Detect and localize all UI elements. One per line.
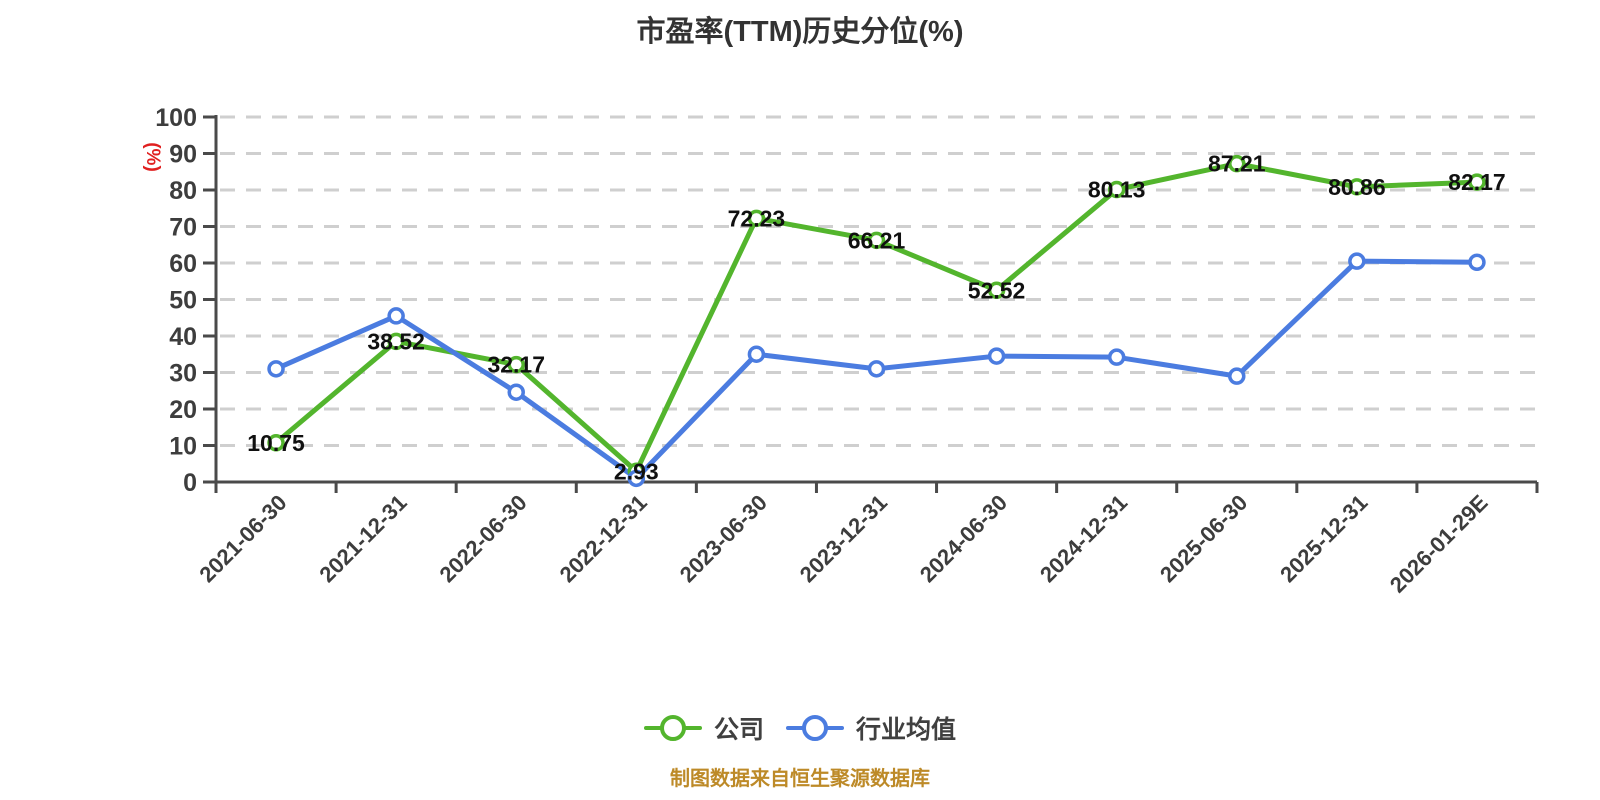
data-point-label: 80.13 xyxy=(1088,177,1146,203)
industry-data-point xyxy=(507,383,525,401)
legend-item-company[interactable]: 公司 xyxy=(643,710,764,746)
x-tick-label: 2026-01-29E xyxy=(1385,490,1493,598)
data-source-note: 制图数据来自恒生聚源数据库 xyxy=(670,768,930,790)
company-series-marker-icon xyxy=(643,714,702,742)
industry-data-point xyxy=(1348,252,1366,270)
data-point-label: 2.93 xyxy=(614,458,659,484)
x-tick-label: 2024-12-31 xyxy=(1035,490,1132,587)
data-point-label: 80.86 xyxy=(1328,174,1386,200)
y-tick-label: 20 xyxy=(169,396,197,424)
industry-data-point xyxy=(987,347,1006,365)
company-data-point xyxy=(267,434,285,452)
industry-data-point xyxy=(267,360,285,378)
y-tick-label: 10 xyxy=(169,433,197,461)
data-point-label: 38.52 xyxy=(367,328,425,354)
y-tick-label: 30 xyxy=(169,360,197,388)
industry-data-point xyxy=(1107,348,1126,366)
data-point-label: 87.21 xyxy=(1208,151,1266,177)
company-data-point xyxy=(867,231,886,250)
y-tick-label: 0 xyxy=(183,469,197,497)
company-data-point xyxy=(1348,178,1366,196)
industry-data-point xyxy=(387,307,405,325)
industry-data-point xyxy=(1228,367,1246,385)
industry-data-point xyxy=(1468,253,1486,272)
legend: 公司 行业均值 xyxy=(0,710,1600,746)
y-axis-unit-label: (%) xyxy=(142,142,163,172)
x-tick-label: 2024-06-30 xyxy=(915,490,1012,587)
data-point-label: 10.75 xyxy=(247,430,305,456)
legend-label-company: 公司 xyxy=(713,716,764,744)
y-tick-label: 60 xyxy=(169,250,197,278)
data-point-label: 72.23 xyxy=(728,205,786,231)
data-point-label: 66.21 xyxy=(848,227,906,253)
legend-item-industry-average[interactable]: 行业均值 xyxy=(786,710,956,746)
company-data-point xyxy=(1468,173,1486,191)
x-tick-label: 2022-06-30 xyxy=(435,490,532,587)
company-data-point xyxy=(507,355,525,374)
company-data-point xyxy=(987,281,1006,300)
x-tick-label: 2022-12-31 xyxy=(555,490,652,587)
legend-label-industry-average: 行业均值 xyxy=(856,716,957,744)
data-point-label: 82.17 xyxy=(1448,169,1506,195)
company-data-point xyxy=(1107,180,1126,199)
y-tick-label: 50 xyxy=(169,287,197,315)
x-tick-label: 2025-06-30 xyxy=(1155,490,1252,587)
chart-title: 市盈率(TTM)历史分位(%) xyxy=(636,16,964,48)
y-tick-label: 90 xyxy=(169,141,197,169)
y-tick-label: 40 xyxy=(169,323,197,351)
x-tick-label: 2021-12-31 xyxy=(314,490,411,587)
data-point-label: 32.17 xyxy=(487,352,545,378)
company-data-point xyxy=(1228,154,1246,173)
y-tick-label: 70 xyxy=(169,214,197,242)
x-tick-label: 2023-12-31 xyxy=(795,490,892,587)
industry-data-point xyxy=(867,360,886,378)
x-tick-label: 2023-06-30 xyxy=(675,490,772,587)
y-tick-label: 80 xyxy=(169,177,197,205)
industry-series-marker-icon xyxy=(786,714,844,742)
x-tick-label: 2021-06-30 xyxy=(194,490,291,587)
data-point-label: 52.52 xyxy=(968,277,1026,303)
industry-data-point xyxy=(627,469,646,488)
x-tick-label: 2025-12-31 xyxy=(1275,490,1372,587)
company-data-point xyxy=(387,332,405,351)
industry-data-point xyxy=(747,345,766,363)
y-tick-label: 100 xyxy=(155,104,197,132)
company-data-point xyxy=(747,209,766,228)
